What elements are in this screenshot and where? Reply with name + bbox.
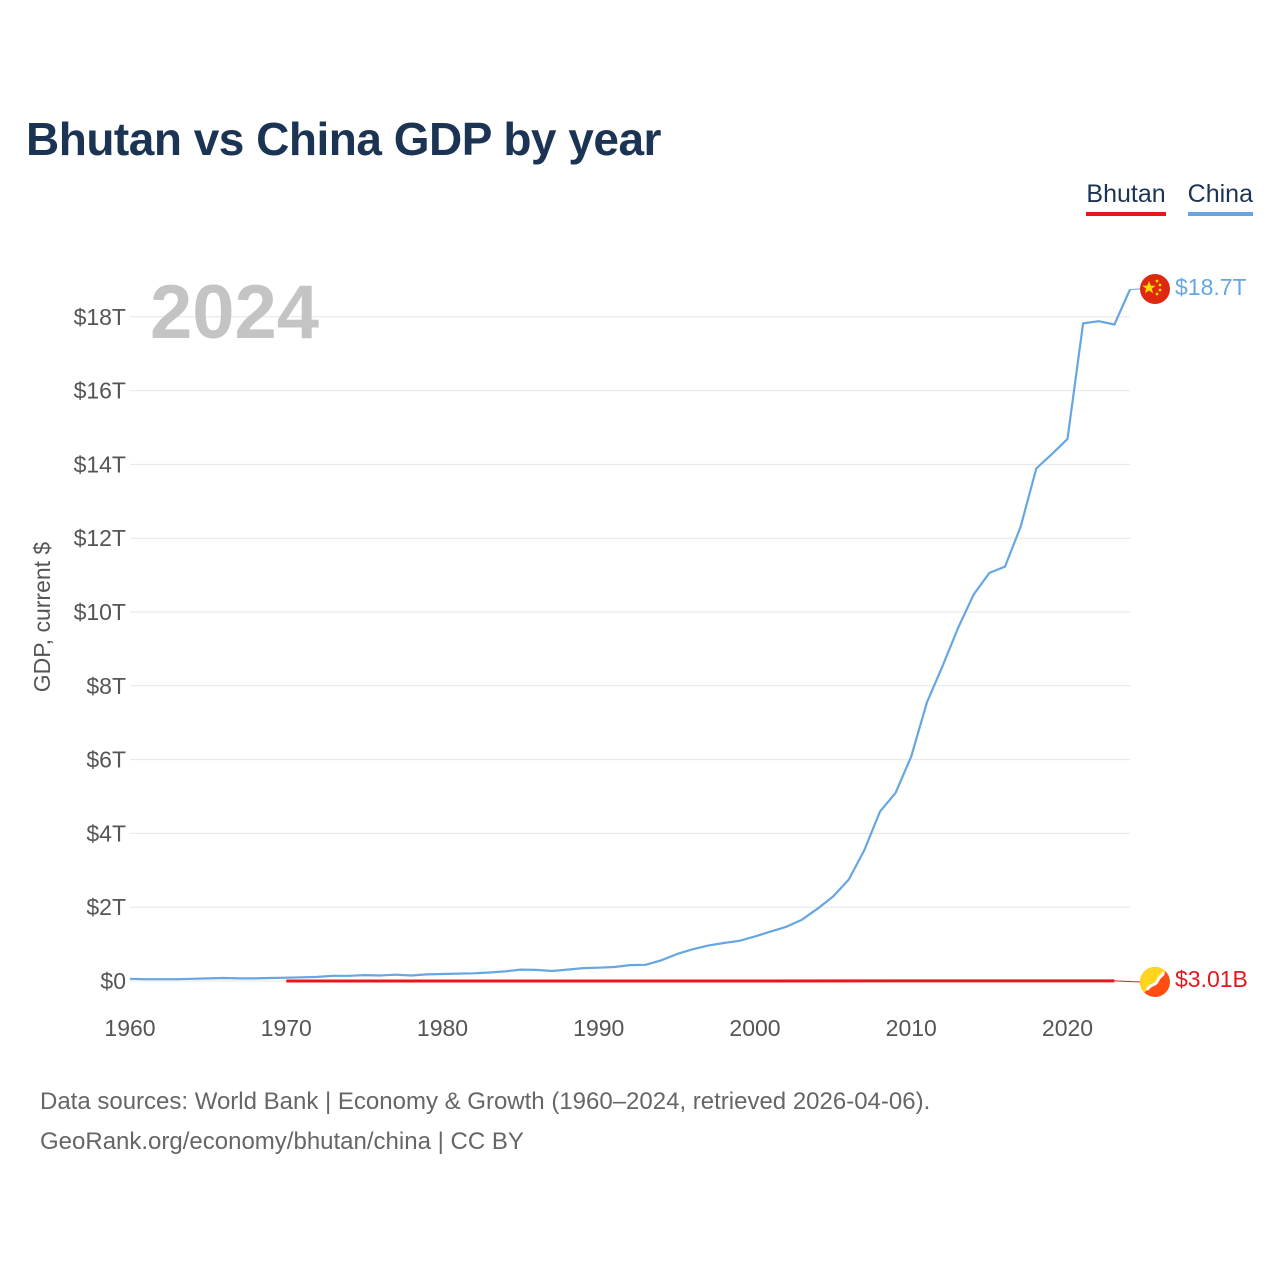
y-axis-ticks: $0 $2T $4T $6T $8T $10T $12T $14T $16T $18T [74,304,126,994]
end-markers [1140,274,1170,997]
x-tick-label: 1980 [417,1015,468,1041]
legend-item-china[interactable]: China [1187,180,1253,216]
y-tick-label: $12T [74,525,126,551]
series-line-china [129,289,1132,981]
legend: Bhutan China [1086,180,1253,216]
x-tick-label: 1970 [261,1015,312,1041]
y-tick-label: $14T [74,451,126,477]
y-tick-label: $6T [86,747,126,773]
y-tick-label: $4T [86,820,126,846]
x-tick-label: 2020 [1042,1015,1093,1041]
x-tick-label: 1960 [104,1015,155,1041]
bhutan-end-value: $3.01B [1175,966,1248,992]
x-tick-label: 2010 [886,1015,937,1041]
y-tick-label: $18T [74,304,126,330]
y-axis-label: GDP, current $ [29,542,55,693]
data-source-note: Data sources: World Bank | Economy & Gro… [40,1088,931,1115]
x-tick-label: 2000 [729,1015,780,1041]
connector-bhutan [1114,980,1141,983]
chart-title: Bhutan vs China GDP by year [26,113,661,165]
y-tick-label: $2T [86,894,126,920]
series-lines [129,288,1141,983]
china-end-value: $18.7T [1175,274,1247,300]
y-tick-label: $10T [74,599,126,625]
footer: Data sources: World Bank | Economy & Gro… [40,1082,930,1162]
china-flag-icon [1140,274,1170,304]
bhutan-flag-icon [1140,967,1170,997]
y-tick-label: $0 [100,968,126,994]
y-tick-label: $16T [74,378,126,404]
legend-item-bhutan[interactable]: Bhutan [1086,180,1166,216]
grid-lines [130,316,1130,982]
source-url[interactable]: GeoRank.org/economy/bhutan/china | CC BY [40,1128,524,1155]
current-year-watermark: 2024 [150,270,319,355]
y-tick-label: $8T [86,673,126,699]
x-tick-label: 1990 [573,1015,624,1041]
x-axis-ticks: 1960 1970 1980 1990 2000 2010 2020 [104,1015,1093,1041]
